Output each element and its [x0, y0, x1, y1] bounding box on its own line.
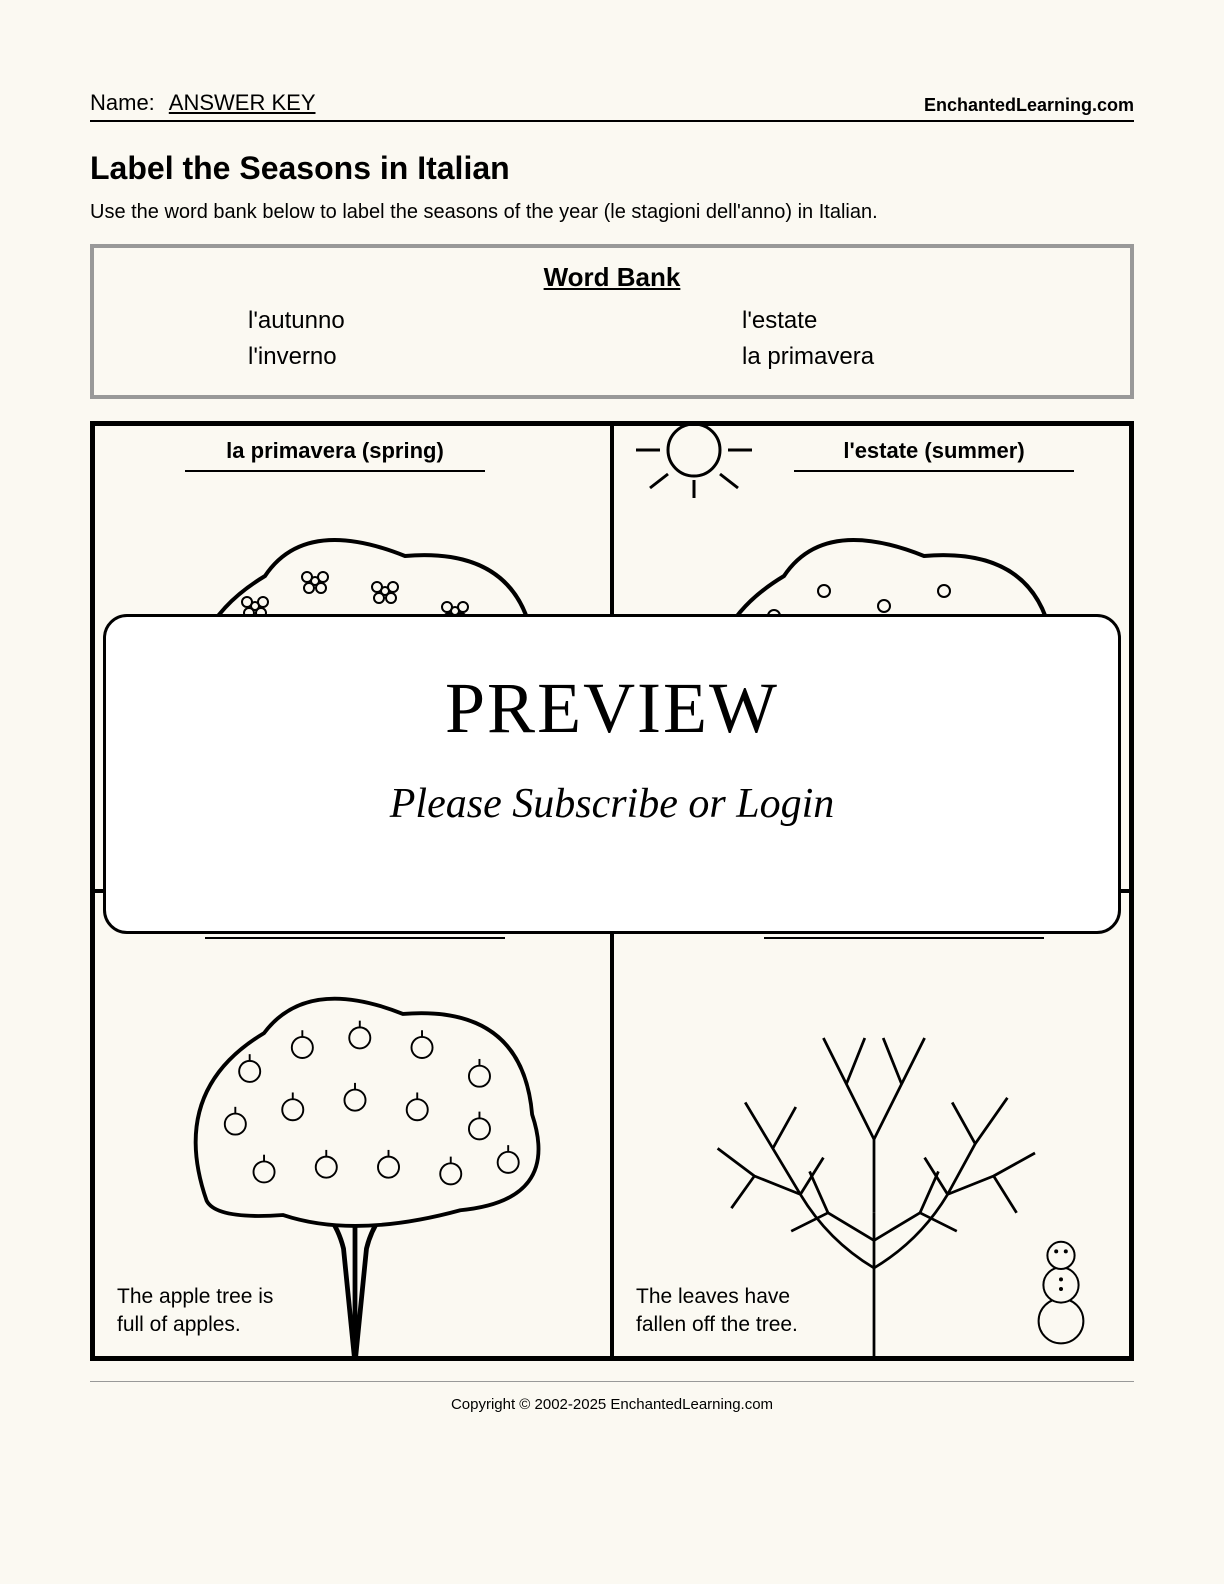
cell-autumn: l'autunno (autumn)	[93, 891, 612, 1358]
seasons-grid: la primavera (spring)	[90, 421, 1134, 1361]
page-title: Label the Seasons in Italian	[90, 150, 1134, 187]
word-bank-item: l'estate	[742, 303, 1106, 339]
preview-overlay: PREVIEW Please Subscribe or Login	[103, 614, 1121, 934]
name-value: ANSWER KEY	[169, 90, 316, 116]
word-bank-col-2: l'estate la primavera	[612, 303, 1106, 375]
footer-copyright: Copyright © 2002-2025 EnchantedLearning.…	[90, 1381, 1134, 1413]
overlay-subtitle: Please Subscribe or Login	[106, 780, 1118, 828]
word-bank-columns: l'autunno l'inverno l'estate la primaver…	[118, 303, 1106, 375]
word-bank: Word Bank l'autunno l'inverno l'estate l…	[90, 244, 1134, 399]
caption-winter: The leaves have fallen off the tree.	[636, 1283, 816, 1338]
overlay-title: PREVIEW	[106, 667, 1118, 750]
site-name: EnchantedLearning.com	[924, 95, 1134, 116]
snowman-icon	[1021, 1216, 1101, 1346]
name-label: Name:	[90, 90, 155, 116]
word-bank-title: Word Bank	[118, 262, 1106, 293]
word-bank-item: l'inverno	[248, 339, 612, 375]
word-bank-item: l'autunno	[248, 303, 612, 339]
header-row: Name: ANSWER KEY EnchantedLearning.com	[90, 90, 1134, 122]
word-bank-col-1: l'autunno l'inverno	[118, 303, 612, 375]
instructions: Use the word bank below to label the sea…	[90, 201, 1134, 224]
caption-autumn: The apple tree is full of apples.	[117, 1283, 297, 1338]
cell-winter: l'inverno (winter) The lea	[612, 891, 1131, 1358]
word-bank-item: la primavera	[742, 339, 1106, 375]
